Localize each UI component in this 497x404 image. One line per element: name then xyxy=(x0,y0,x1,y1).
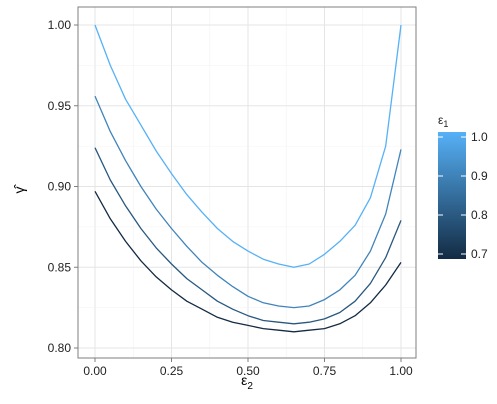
colorbar-label: 0.7 xyxy=(471,247,488,261)
x-axis-title-main: ε xyxy=(241,372,247,388)
x-tick-label: 0.00 xyxy=(83,364,107,378)
series-line xyxy=(94,24,402,268)
x-axis-title: ε2 xyxy=(241,372,253,392)
series-line xyxy=(94,95,402,309)
legend-title: ε1 xyxy=(438,113,448,129)
y-tick-label: 0.85 xyxy=(48,260,72,274)
series-lines xyxy=(94,24,402,333)
panel-background xyxy=(78,7,416,358)
colorbar-ticks: 1.0 0.9 0.8 0.7 xyxy=(438,130,488,261)
series-line xyxy=(94,190,402,333)
x-tick-label: 0.75 xyxy=(313,364,337,378)
colorbar-label: 0.9 xyxy=(471,169,488,183)
x-axis: 0.00 0.25 0.50 0.75 1.00 xyxy=(83,358,413,378)
y-tick-label: 0.95 xyxy=(48,99,72,113)
colorbar-label: 1.0 xyxy=(471,130,488,144)
y-axis: 0.80 0.85 0.90 0.95 1.00 xyxy=(48,18,78,355)
panel-border xyxy=(77,6,417,359)
x-tick-label: 0.25 xyxy=(160,364,184,378)
colorbar xyxy=(438,132,466,259)
y-tick-label: 0.80 xyxy=(48,341,72,355)
legend-title-subscript: 1 xyxy=(443,119,448,129)
x-tick-label: 1.00 xyxy=(389,364,413,378)
legend: ε1 1.0 0.9 0.8 0.7 xyxy=(438,113,488,261)
y-tick-label: 0.90 xyxy=(48,180,72,194)
colorbar-label: 0.8 xyxy=(471,208,488,222)
y-axis-title: γ̂ xyxy=(11,184,27,194)
x-tick-label: 0.50 xyxy=(236,364,260,378)
legend-title-main: ε xyxy=(438,113,444,127)
x-axis-title-subscript: 2 xyxy=(247,381,253,392)
grid-lines xyxy=(78,7,416,358)
y-tick-label: 1.00 xyxy=(48,18,72,32)
series-line xyxy=(94,147,402,325)
